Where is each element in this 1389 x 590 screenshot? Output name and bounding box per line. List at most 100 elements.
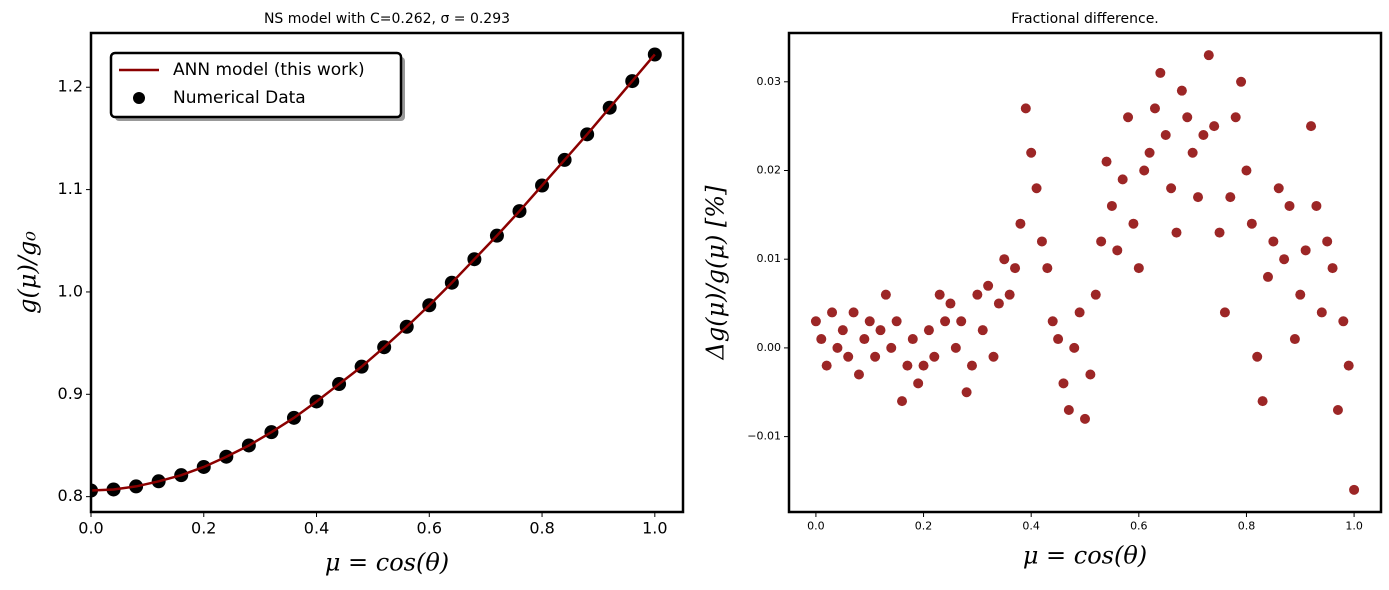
data-point (1182, 112, 1193, 123)
x-tick-label: 0.4 (304, 519, 329, 538)
chart-title: Fractional difference. (1011, 11, 1159, 27)
data-point (1101, 156, 1112, 167)
data-point (1289, 334, 1300, 345)
data-point (902, 360, 913, 371)
y-tick-label: 1.0 (58, 281, 83, 300)
data-point (1214, 227, 1225, 238)
data-point (907, 334, 918, 345)
data-point (1128, 218, 1139, 229)
data-point (1090, 289, 1101, 300)
data-point (827, 307, 838, 318)
y-axis-label: g(μ)/g₀ (14, 231, 42, 314)
data-point (934, 289, 945, 300)
data-point (1262, 271, 1273, 282)
data-point (918, 360, 929, 371)
data-point (1316, 307, 1327, 318)
data-point (999, 254, 1010, 265)
data-point (1112, 245, 1123, 256)
data-point (1295, 289, 1306, 300)
data-point (983, 280, 994, 291)
data-point (913, 378, 924, 389)
data-point (1225, 192, 1236, 203)
data-point (810, 316, 821, 327)
x-tick-label: 0.8 (529, 519, 554, 538)
legend-label: Numerical Data (173, 88, 306, 108)
data-point (1236, 76, 1247, 87)
data-point (1080, 413, 1090, 424)
y-tick-label: −0.01 (747, 430, 781, 443)
data-point (1219, 307, 1230, 318)
x-axis-label: μ = cos(θ) (1023, 542, 1147, 570)
data-point (1338, 316, 1349, 327)
axes-frame (89, 31, 685, 514)
data-point (1155, 67, 1166, 78)
data-point (1209, 121, 1220, 132)
data-point (1311, 200, 1322, 211)
legend-box (109, 51, 403, 119)
data-point (1036, 236, 1047, 247)
data-point (1031, 183, 1042, 194)
data-point (848, 307, 859, 318)
data-point (886, 342, 897, 353)
data-point (1176, 85, 1187, 96)
data-point (1144, 147, 1155, 158)
data-point (864, 316, 875, 327)
y-axis-label: Δg(μ)/g(μ) [%] (702, 185, 730, 361)
data-point (977, 325, 988, 336)
data-point (1279, 254, 1290, 265)
data-point (1042, 263, 1053, 274)
data-point (961, 387, 972, 398)
data-point (853, 369, 864, 380)
data-point (972, 289, 983, 300)
y-tick-label: 0.8 (58, 486, 83, 505)
data-point (1284, 200, 1295, 211)
data-point (1053, 334, 1064, 345)
data-point (1026, 147, 1037, 158)
data-point (1241, 165, 1252, 176)
data-point (988, 351, 999, 362)
x-tick-label: 0.0 (78, 519, 103, 538)
x-axis-label: μ = cos(θ) (325, 549, 449, 577)
data-point (1139, 165, 1150, 176)
x-tick-label: 0.6 (417, 519, 442, 538)
data-point (837, 325, 848, 336)
y-tick-label: 0.03 (757, 75, 782, 88)
data-point (843, 351, 854, 362)
data-point (1306, 121, 1317, 132)
data-point (1246, 218, 1257, 229)
y-tick-label: 0.9 (58, 384, 83, 403)
data-point (1273, 183, 1284, 194)
data-point (875, 325, 886, 336)
data-point (1230, 112, 1241, 123)
y-tick-label: 0.00 (757, 341, 782, 354)
x-tick-label: 0.0 (807, 520, 825, 533)
data-point (816, 334, 827, 345)
data-point (940, 316, 951, 327)
x-tick-label: 0.4 (1022, 520, 1040, 533)
data-point (1133, 263, 1144, 274)
data-point (950, 342, 961, 353)
data-point (945, 298, 956, 309)
data-point (1069, 342, 1080, 353)
data-point (897, 396, 908, 407)
x-tick-label: 0.8 (1238, 520, 1256, 533)
data-point (1257, 396, 1268, 407)
legend-label: ANN model (this work) (173, 60, 365, 80)
data-point (1198, 130, 1209, 141)
y-tick-label: 1.2 (58, 77, 83, 96)
data-point (1020, 103, 1031, 114)
data-point (966, 360, 977, 371)
data-point (832, 342, 843, 353)
data-point (1166, 183, 1177, 194)
x-tick-label: 0.6 (1130, 520, 1148, 533)
data-point (1332, 404, 1343, 415)
x-tick-label: 0.2 (191, 519, 216, 538)
data-point (956, 316, 967, 327)
data-point (880, 289, 891, 300)
data-point (1106, 200, 1117, 211)
data-point (1171, 227, 1182, 238)
x-tick-label: 1.0 (1345, 520, 1363, 533)
x-tick-label: 1.0 (642, 519, 667, 538)
axes-frame (787, 31, 1383, 514)
